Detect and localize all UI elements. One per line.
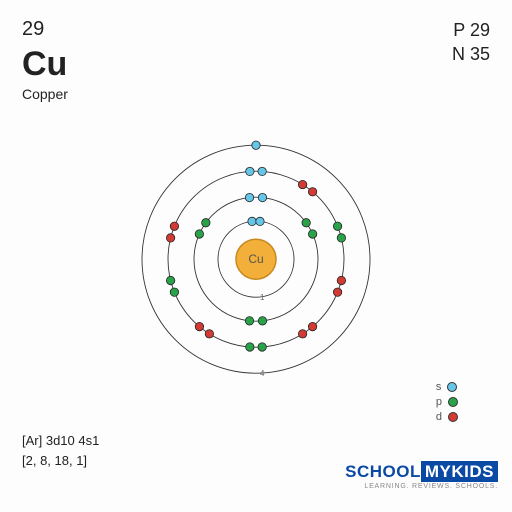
legend-label: p	[436, 396, 442, 408]
electron-config: [Ar] 3d10 4s1 [2, 8, 18, 1]	[22, 431, 99, 470]
legend-row-d: d	[436, 411, 458, 423]
svg-text:Cu: Cu	[248, 252, 263, 266]
legend-dot-s	[447, 382, 457, 392]
brand-logo: SCHOOLMYKIDS LEARNING. REVIEWS. SCHOOLS.	[345, 462, 498, 490]
svg-text:1: 1	[260, 293, 265, 302]
proton-count: P 29	[452, 18, 490, 42]
legend-label: s	[436, 381, 442, 393]
nucleon-counts: P 29 N 35	[452, 18, 490, 67]
orbital-legend: spd	[436, 381, 458, 426]
legend-dot-p	[448, 397, 458, 407]
legend-row-s: s	[436, 381, 458, 393]
bohr-svg: 1234Cu	[116, 119, 396, 399]
legend-row-p: p	[436, 396, 458, 408]
bohr-diagram: 1234Cu	[116, 119, 396, 404]
element-symbol: Cu	[22, 45, 68, 84]
legend-label: d	[436, 411, 442, 423]
element-name: Copper	[22, 86, 68, 102]
brand-part2: MYKIDS	[421, 461, 498, 482]
brand-tagline: LEARNING. REVIEWS. SCHOOLS.	[345, 483, 498, 490]
brand-part1: SCHOOL	[345, 462, 421, 481]
neutron-count: N 35	[452, 42, 490, 66]
legend-dot-d	[448, 412, 458, 422]
config-notation: [Ar] 3d10 4s1	[22, 431, 99, 451]
svg-text:4: 4	[260, 369, 265, 378]
atomic-number: 29	[22, 18, 68, 41]
element-header: 29 Cu Copper	[22, 18, 68, 102]
shell-occupancy: [2, 8, 18, 1]	[22, 451, 99, 471]
